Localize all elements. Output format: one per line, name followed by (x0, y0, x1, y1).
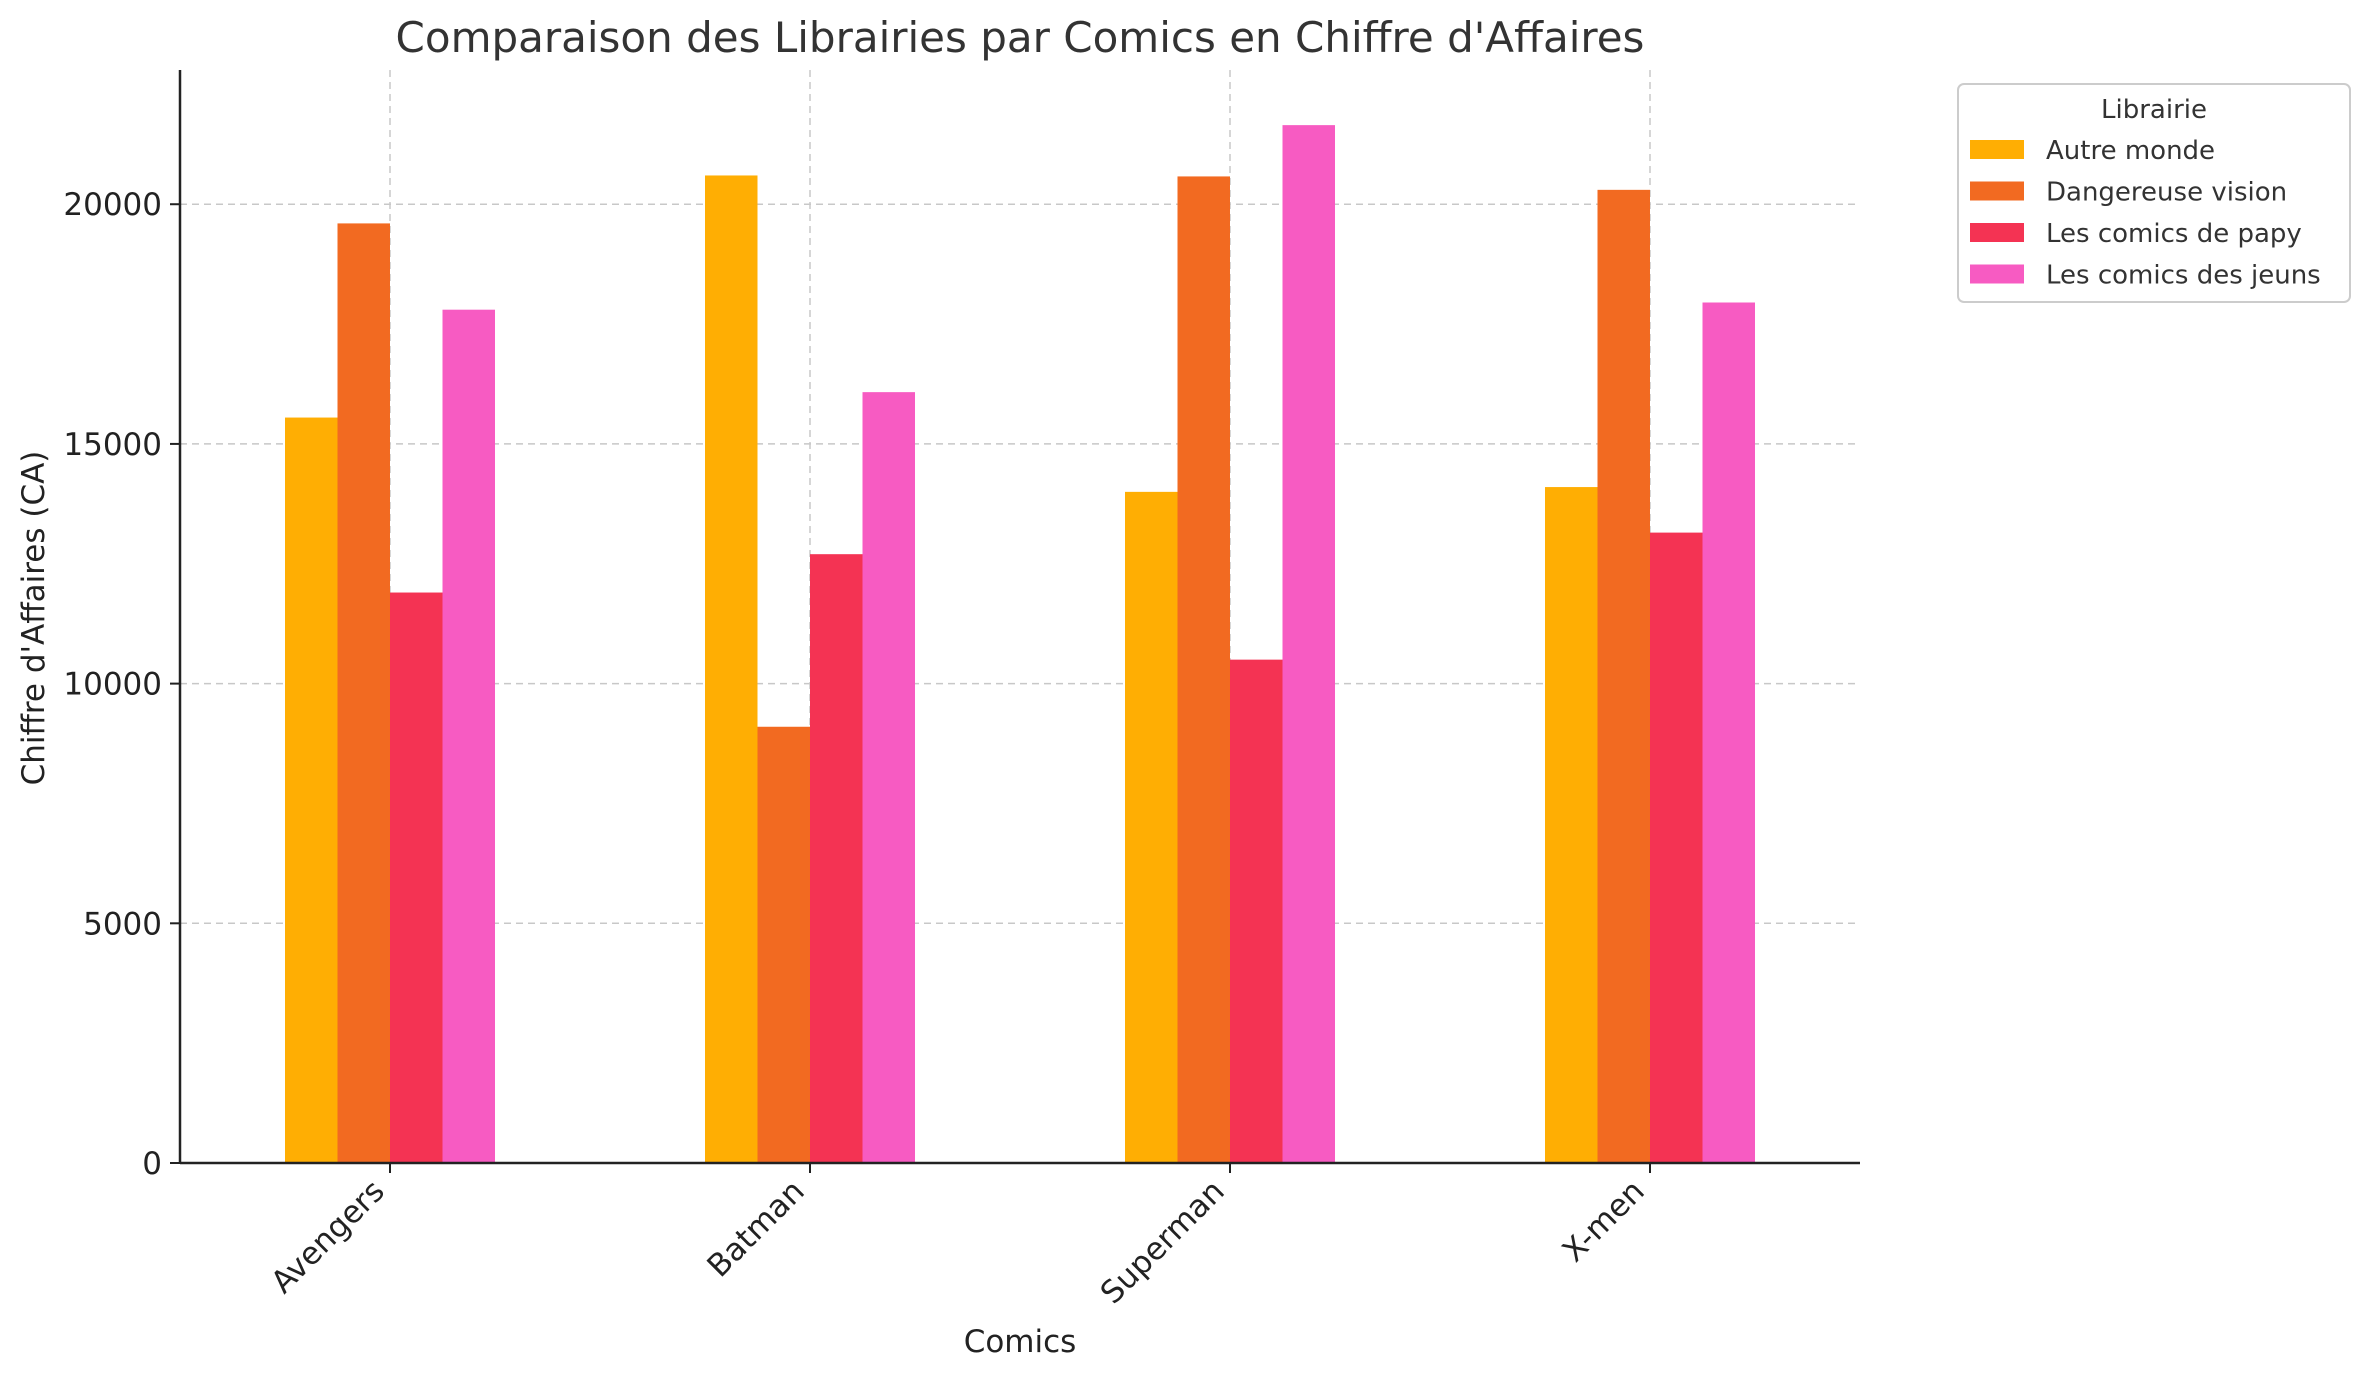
bar (1125, 491, 1178, 1164)
bar (337, 223, 390, 1163)
bar (1702, 302, 1755, 1163)
bar (810, 554, 863, 1163)
legend-label: Dangereuse vision (2046, 178, 2287, 208)
axes (178, 70, 1860, 1165)
y-tick-label: 0 (142, 1146, 162, 1182)
legend-swatch (1970, 264, 2024, 284)
legend-label: Autre monde (2046, 136, 2215, 166)
bar (1650, 532, 1703, 1163)
x-tick-label: Avengers (264, 1173, 391, 1300)
legend-title: Librairie (2101, 95, 2207, 125)
bar (705, 175, 758, 1163)
y-tick-label: 5000 (83, 906, 162, 942)
bar (1545, 487, 1598, 1163)
bars (285, 125, 1755, 1164)
x-tick-label: Batman (700, 1173, 811, 1284)
legend-swatch (1970, 181, 2024, 201)
legend-swatch (1970, 223, 2024, 242)
bar (1230, 659, 1283, 1163)
x-axis-label: Comics (964, 1324, 1077, 1360)
chart-title: Comparaison des Librairies par Comics en… (396, 13, 1645, 62)
x-tick-label: Superman (1094, 1173, 1232, 1311)
legend: Librairie Autre monde Dangereuse vision Le… (1957, 83, 2351, 303)
y-tick-label: 15000 (63, 427, 162, 463)
x-ticks: Avengers Batman Superman X-men (264, 1163, 1652, 1311)
legend-swatch (1970, 140, 2024, 159)
legend-items: Autre monde Dangereuse vision Les comics d… (1970, 136, 2321, 291)
bar (442, 309, 495, 1163)
legend-label: Les comics de papy (2046, 219, 2302, 249)
y-ticks: 0 5000 10000 15000 20000 (63, 187, 180, 1182)
legend-frame (1957, 83, 2351, 303)
x-tick-label: X-men (1556, 1173, 1652, 1269)
legend-label: Les comics des jeuns (2046, 261, 2321, 291)
bar (757, 726, 810, 1163)
bar (1282, 125, 1335, 1163)
bar (285, 417, 338, 1163)
y-tick-label: 20000 (63, 187, 162, 223)
bar (1597, 189, 1650, 1163)
bar (1177, 176, 1230, 1163)
bar (390, 592, 443, 1163)
y-axis-label: Chiffre d'Affaires (CA) (16, 451, 52, 786)
bar (862, 392, 915, 1164)
y-tick-label: 10000 (63, 667, 162, 703)
